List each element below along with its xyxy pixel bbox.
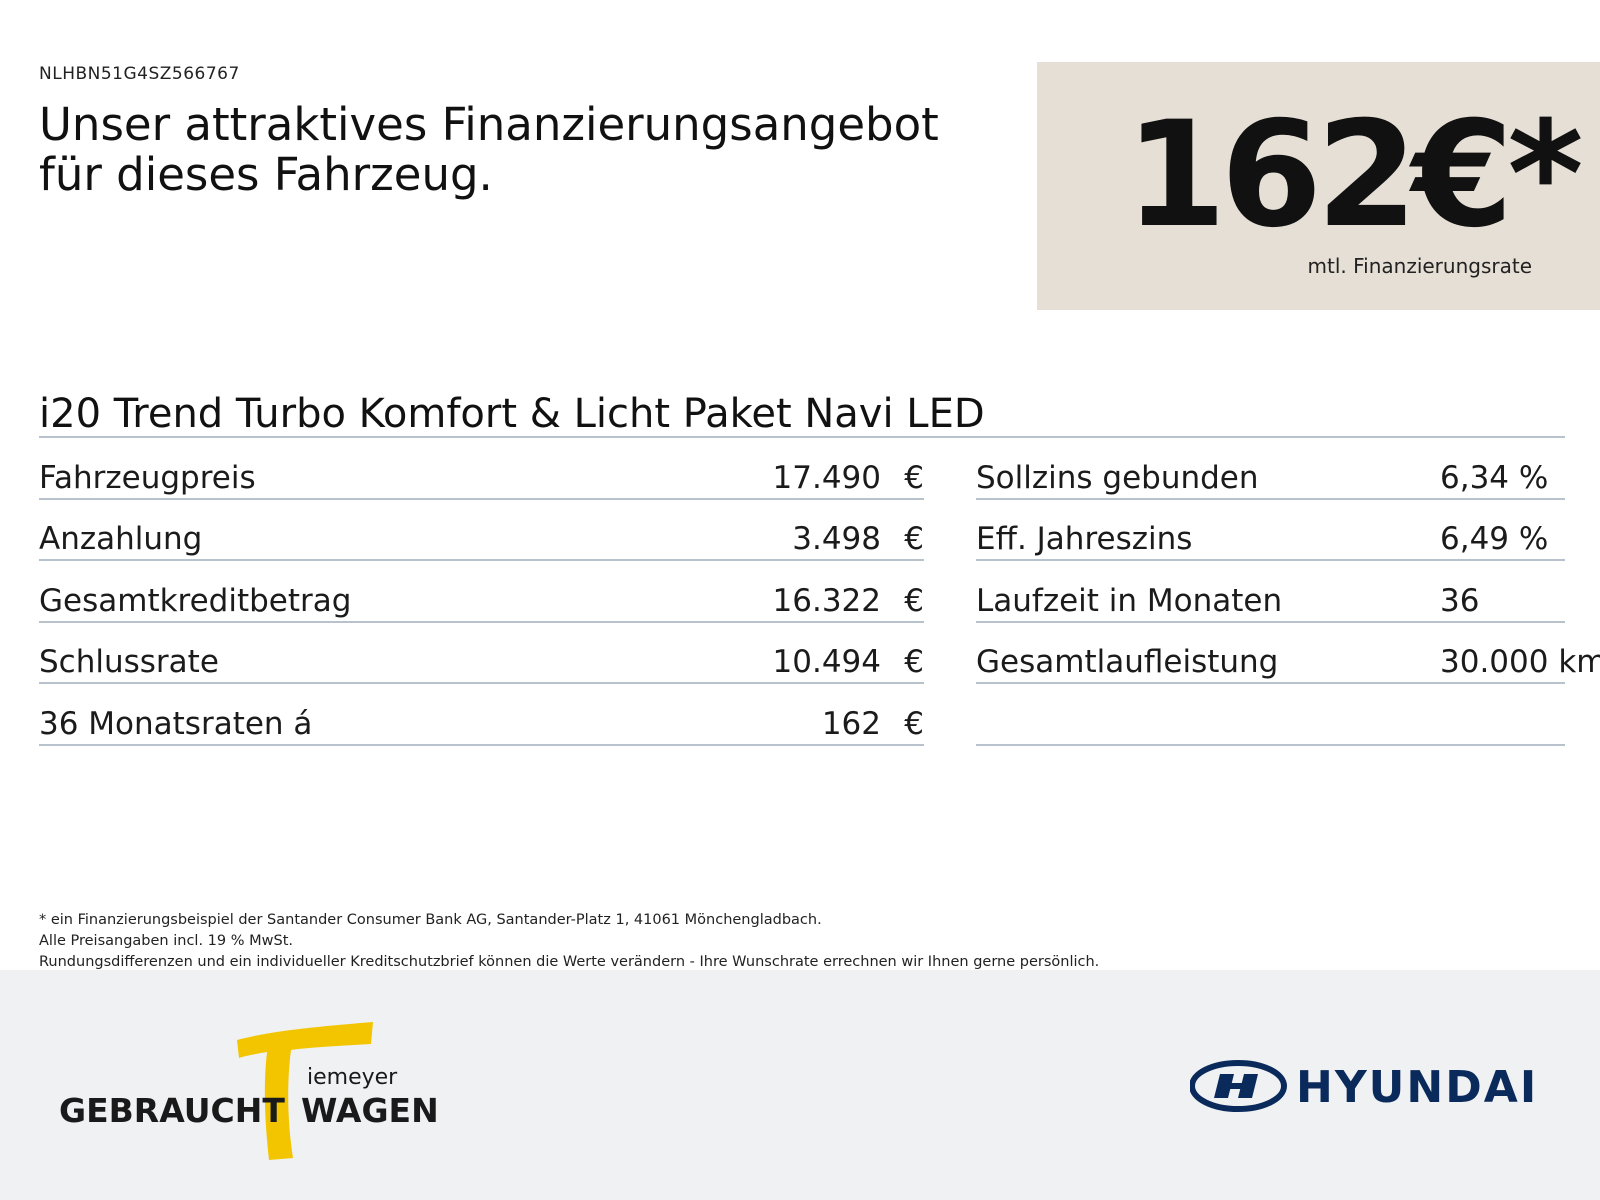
row-value: 6,49 % — [1440, 521, 1549, 557]
model-title: i20 Trend Turbo Komfort & Licht Paket Na… — [39, 391, 985, 437]
row-label: Gesamtkreditbetrag — [39, 582, 352, 619]
row-amount: 10.494 — [772, 644, 881, 680]
financing-cell-total-credit: Gesamtkreditbetrag 16.322 € — [39, 561, 924, 623]
footnote-line-3: Rundungsdifferenzen und ein individuelle… — [39, 954, 1100, 970]
financing-cell-term: Laufzeit in Monaten 36 — [976, 561, 1565, 623]
financing-cell-down-payment: Anzahlung 3.498 € — [39, 500, 924, 561]
table-row: Gesamtkreditbetrag 16.322 € Laufzeit in … — [39, 561, 1565, 623]
row-label: Eff. Jahreszins — [976, 521, 1193, 557]
page-headline: Unser attraktives Finanzierungsangebot f… — [39, 100, 999, 200]
hyundai-wordmark: HYUNDAI — [1296, 1062, 1538, 1113]
row-currency: € — [904, 582, 924, 619]
row-label: Anzahlung — [39, 521, 203, 557]
financing-cell-final-rate: Schlussrate 10.494 € — [39, 623, 924, 684]
dealer-logo-name: iemeyer — [307, 1065, 398, 1090]
dealer-logo-brush-t — [237, 1022, 373, 1160]
hyundai-emblem-h — [1214, 1074, 1258, 1098]
row-value: 6,34 % — [1440, 459, 1549, 496]
row-currency: € — [904, 521, 924, 557]
dealer-logo-word-right: WAGEN — [301, 1091, 439, 1130]
row-currency: € — [904, 705, 924, 742]
legal-footnote: * ein Finanzierungsbeispiel der Santande… — [39, 910, 1459, 970]
hyundai-emblem-icon — [1190, 1060, 1287, 1112]
financing-cell-vehicle-price: Fahrzeugpreis 17.490 € — [39, 438, 924, 500]
hyundai-logo: HYUNDAI — [1190, 1060, 1538, 1113]
headline-line-1: Unser attraktives Finanzierungsangebot — [39, 98, 939, 151]
row-value: 30.000 km — [1440, 644, 1600, 680]
row-label: Sollzins gebunden — [976, 459, 1259, 496]
vehicle-id: NLHBN51G4SZ566767 — [39, 64, 240, 84]
table-row: Anzahlung 3.498 € Eff. Jahreszins 6,49 % — [39, 500, 1565, 561]
dealer-logo-word-left: GEBRAUCHT — [59, 1091, 285, 1130]
row-label: Laufzeit in Monaten — [976, 582, 1283, 619]
financing-cell-empty — [976, 684, 1565, 746]
financing-cell-effective-rate: Eff. Jahreszins 6,49 % — [976, 500, 1565, 561]
financing-cell-monthly-installments: 36 Monatsraten á 162 € — [39, 684, 924, 746]
financing-cell-mileage: Gesamtlaufleistung 30.000 km — [976, 623, 1600, 684]
row-label: 36 Monatsraten á — [39, 705, 313, 742]
row-amount: 16.322 — [772, 582, 881, 619]
headline-line-2: für dieses Fahrzeug. — [39, 148, 493, 201]
footnote-line-1: * ein Finanzierungsbeispiel der Santande… — [39, 912, 822, 928]
row-label: Gesamtlaufleistung — [976, 644, 1279, 680]
table-row: Fahrzeugpreis 17.490 € Sollzins gebunden… — [39, 438, 1565, 500]
price-box: 162€* mtl. Finanzierungsrate — [1037, 62, 1600, 310]
dealer-logo: iemeyer GEBRAUCHT WAGEN — [59, 1022, 439, 1160]
row-label: Fahrzeugpreis — [39, 459, 256, 496]
financing-cell-fixed-rate: Sollzins gebunden 6,34 % — [976, 438, 1565, 500]
footer-bar: iemeyer GEBRAUCHT WAGEN HYUNDAI — [0, 970, 1600, 1200]
row-amount: 17.490 — [772, 459, 881, 496]
row-currency: € — [904, 459, 924, 496]
table-row: Schlussrate 10.494 € Gesamtlaufleistung … — [39, 623, 1600, 684]
row-currency: € — [904, 644, 924, 680]
table-row: 36 Monatsraten á 162 € — [39, 684, 1565, 746]
row-amount: 3.498 — [792, 521, 881, 557]
model-divider — [39, 436, 1565, 438]
row-amount: 162 — [821, 705, 881, 742]
row-label: Schlussrate — [39, 644, 219, 680]
financing-table: Fahrzeugpreis 17.490 € Sollzins gebunden… — [39, 438, 1600, 746]
monthly-rate-label: mtl. Finanzierungsrate — [1307, 254, 1532, 278]
footnote-line-2: Alle Preisangaben incl. 19 % MwSt. — [39, 933, 293, 949]
row-value: 36 — [1440, 582, 1480, 619]
monthly-rate-value: 162€* — [1125, 90, 1584, 260]
